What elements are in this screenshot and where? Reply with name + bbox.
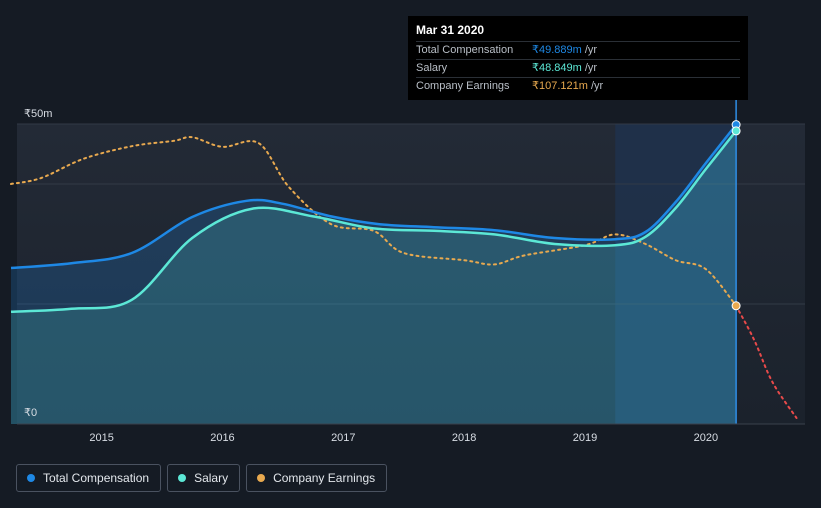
x-tick-label: 2018 — [452, 432, 476, 444]
legend-dot-icon — [27, 474, 35, 482]
y-axis-min-label: ₹0 — [24, 407, 37, 419]
tooltip-value: ₹48.849m — [532, 62, 582, 74]
tooltip-value: ₹49.889m — [532, 44, 582, 56]
tooltip-row-total-compensation: Total Compensation ₹49.889m /yr — [416, 41, 740, 59]
company-earnings-point[interactable] — [731, 301, 741, 311]
legend: Total Compensation Salary Company Earnin… — [16, 464, 388, 492]
legend-dot-icon — [257, 474, 266, 482]
company-earnings-line — [10, 136, 738, 307]
tooltip-unit: /yr — [584, 44, 598, 56]
salary-point[interactable] — [731, 126, 741, 136]
x-tick-label: 2017 — [331, 432, 355, 444]
salary-area — [11, 130, 737, 424]
gridlines — [17, 123, 805, 305]
legend-item-total-compensation[interactable]: Total Compensation — [16, 464, 162, 492]
tooltip-label: Company Earnings — [416, 80, 510, 92]
y-axis-max-label: ₹50m — [24, 108, 52, 120]
legend-label: Salary — [194, 471, 229, 485]
x-tick-label: 2015 — [89, 432, 113, 444]
tooltip-row-salary: Salary ₹48.849m /yr — [416, 59, 740, 77]
company-earnings-forecast-line — [735, 304, 798, 419]
legend-item-salary[interactable]: Salary — [167, 464, 241, 492]
tooltip-date: Mar 31 2020 — [416, 23, 485, 37]
highlight-region — [615, 124, 737, 424]
total-compensation-area — [11, 124, 737, 424]
salary-line — [10, 130, 738, 314]
x-tick-label: 2020 — [694, 432, 718, 444]
legend-dot-icon — [178, 474, 187, 482]
tooltip-label: Salary — [416, 62, 448, 74]
tooltip-row-company-earnings: Company Earnings ₹107.121m /yr — [416, 77, 740, 95]
tooltip-unit: /yr — [590, 80, 604, 92]
total-compensation-line — [10, 123, 738, 270]
legend-label: Company Earnings — [273, 471, 376, 485]
tooltip: Mar 31 2020 Total Compensation ₹49.889m … — [408, 16, 748, 100]
tooltip-value: ₹107.121m — [532, 80, 588, 92]
x-tick-label: 2016 — [210, 432, 234, 444]
x-tick-label: 2019 — [573, 432, 597, 444]
tooltip-label: Total Compensation — [416, 44, 514, 56]
x-axis-ticks: 2015 2016 2017 2018 2019 2020 — [89, 432, 718, 444]
legend-item-company-earnings[interactable]: Company Earnings — [246, 464, 388, 492]
legend-label: Total Compensation — [43, 471, 150, 485]
tooltip-unit: /yr — [584, 62, 598, 74]
